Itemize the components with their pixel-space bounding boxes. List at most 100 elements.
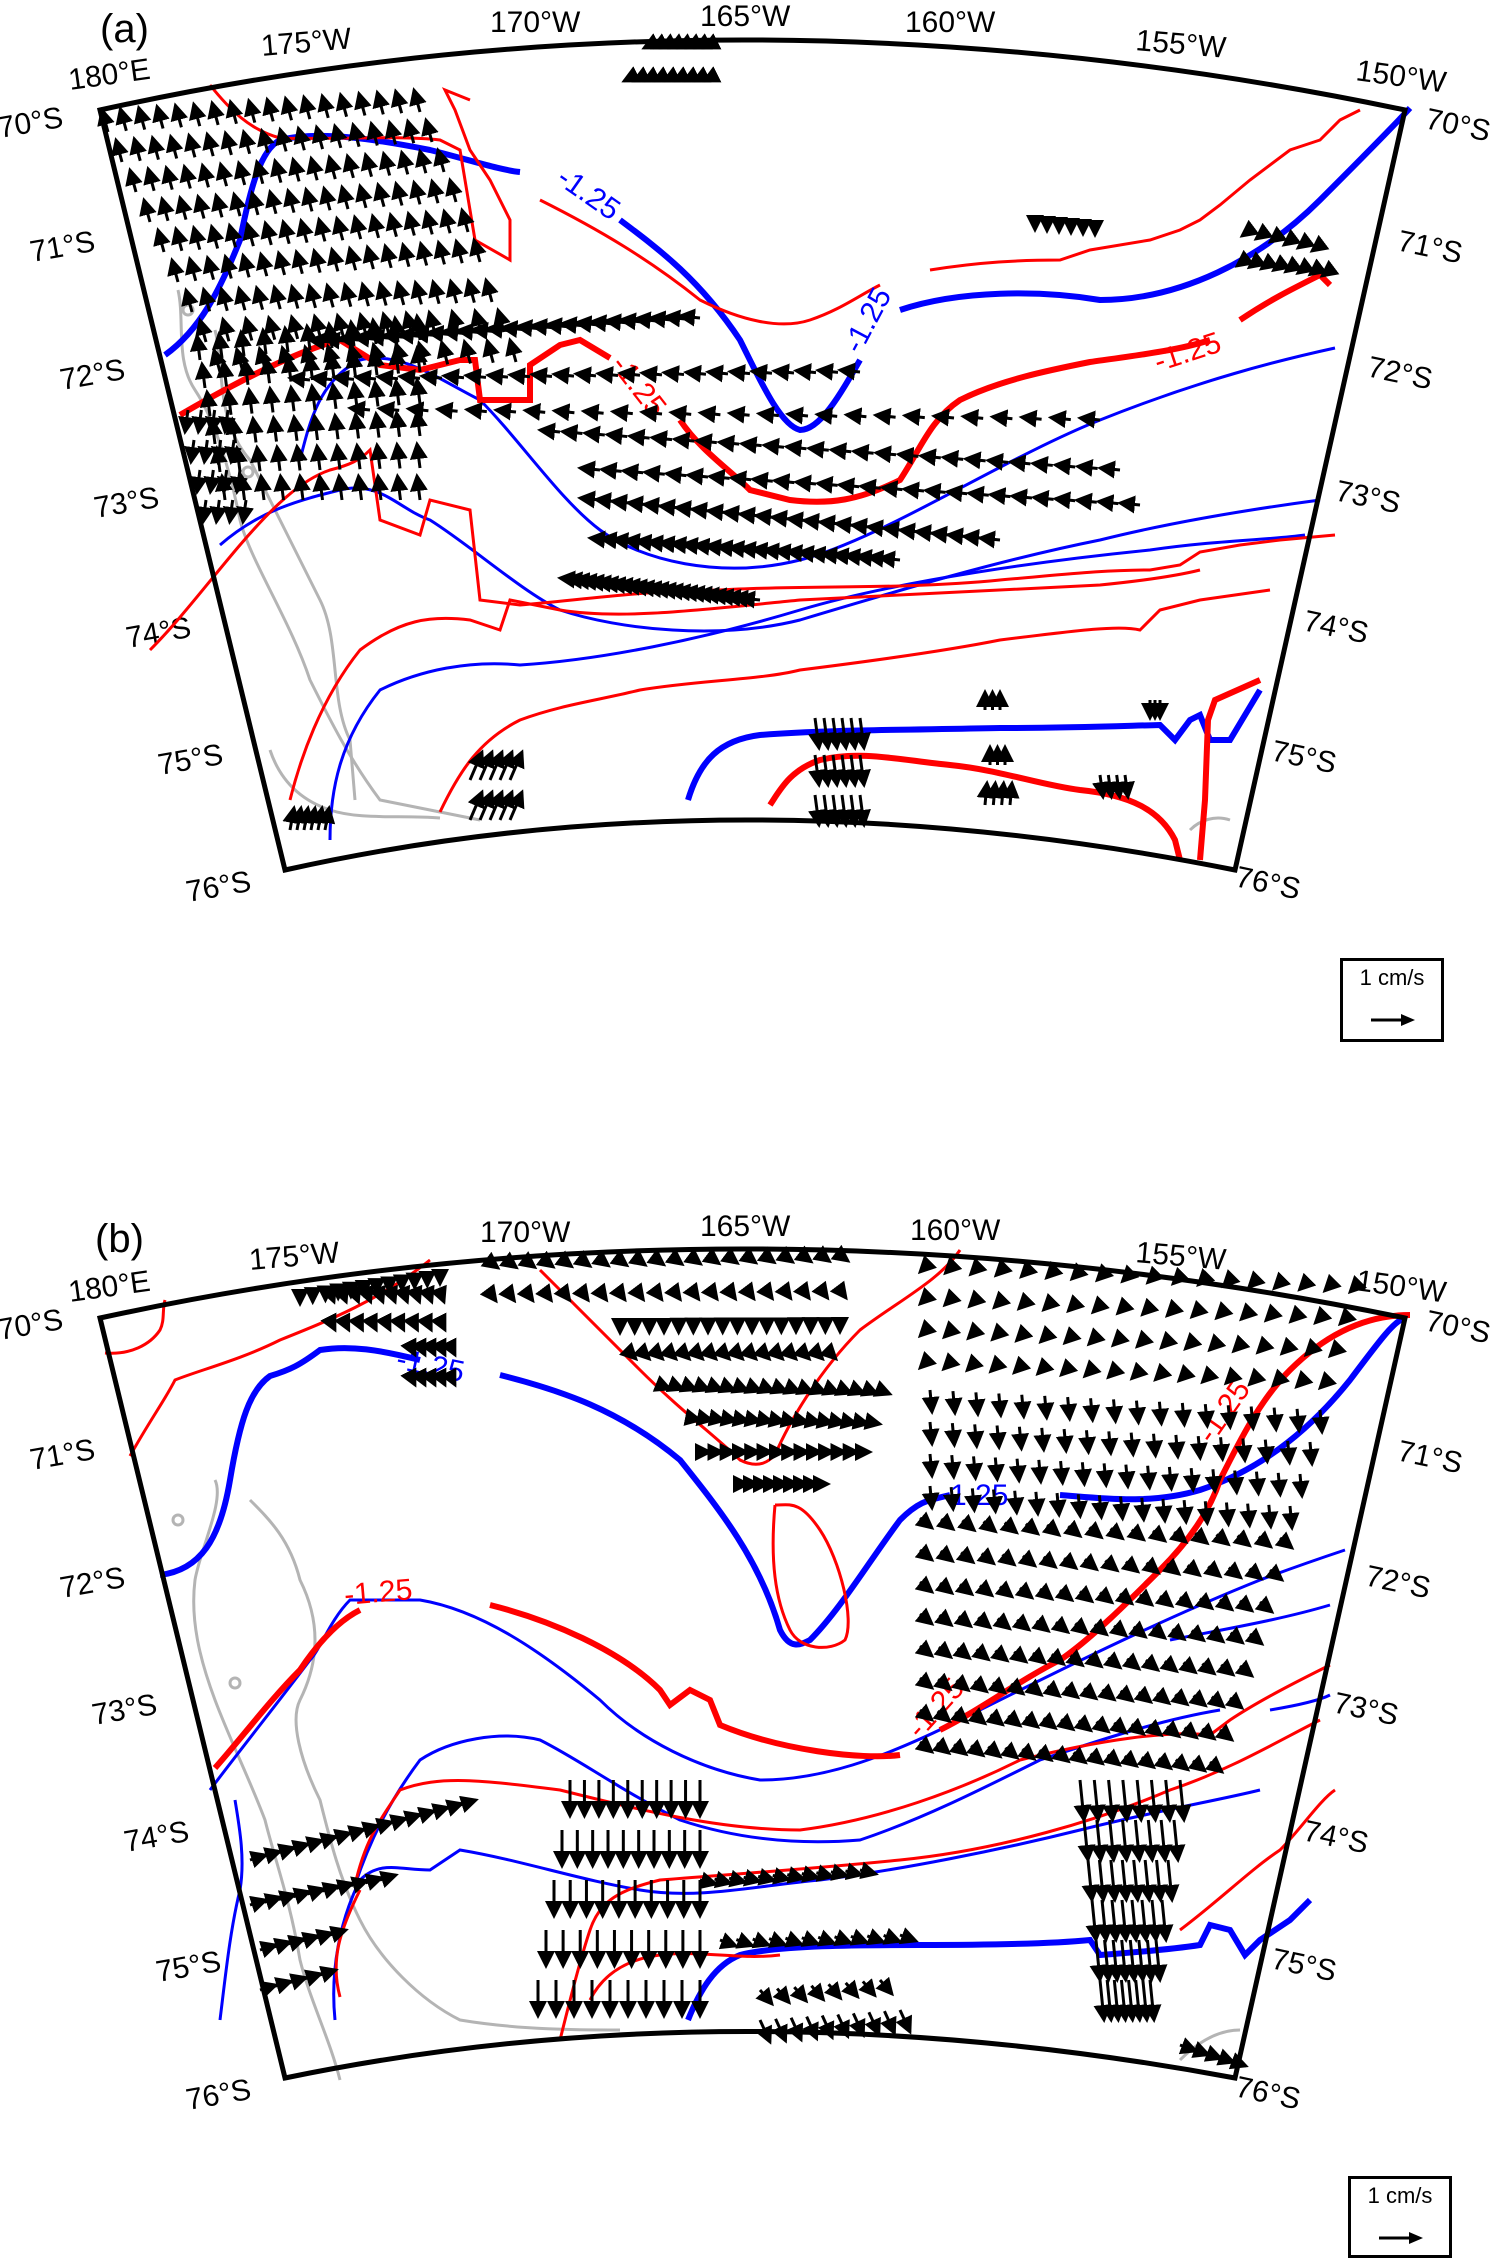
velocity-arrow: [957, 1513, 977, 1533]
velocity-arrow: [1207, 1333, 1227, 1353]
velocity-arrow: [398, 241, 416, 268]
velocity-arrow: [1279, 1336, 1299, 1356]
velocity-arrow: [701, 66, 722, 83]
velocity-arrow: [320, 1312, 337, 1333]
velocity-arrow: [785, 406, 809, 425]
coastline: [171, 1479, 1241, 2081]
lon-label: 150°W: [1354, 1264, 1449, 1309]
velocity-arrow: [719, 1409, 739, 1427]
velocity-arrow: [917, 1319, 937, 1339]
velocity-arrow: [1058, 1551, 1079, 1571]
velocity-arrow: [1295, 256, 1316, 275]
velocity-arrow: [1093, 1979, 1112, 2023]
velocity-arrow: [1116, 1779, 1135, 1823]
velocity-arrow: [375, 1312, 392, 1333]
velocity-arrow: [826, 717, 844, 751]
velocity-arrow: [430, 1284, 447, 1305]
velocity-arrow: [791, 1410, 811, 1429]
velocity-arrow: [218, 409, 236, 435]
velocity-arrow: [1197, 1722, 1217, 1741]
velocity-arrow: [1036, 1395, 1055, 1421]
velocity-arrow: [954, 1577, 975, 1597]
velocity-arrow: [771, 1867, 792, 1885]
velocity-arrow: [1223, 1561, 1244, 1580]
velocity-arrow: [1130, 1779, 1149, 1823]
velocity-arrow: [537, 422, 561, 441]
velocity-arrow: [1196, 1403, 1215, 1430]
velocity-arrow: [671, 431, 695, 450]
velocity-arrow: [1225, 1626, 1245, 1645]
velocity-arrow: [1123, 1939, 1142, 1983]
velocity-arrow: [1119, 1749, 1140, 1769]
velocity-arrow: [387, 315, 406, 343]
velocity-arrow: [944, 484, 968, 503]
velocity-arrow: [960, 408, 984, 427]
velocity-arrow: [463, 402, 487, 421]
velocity-arrow: [1097, 460, 1121, 479]
velocity-arrow: [668, 404, 692, 423]
velocity-arrow: [388, 378, 407, 406]
velocity-arrow: [1011, 1426, 1030, 1452]
velocity-arrow: [457, 207, 475, 233]
velocity-arrow: [620, 463, 644, 482]
velocity-arrow: [335, 91, 354, 118]
velocity-arrow: [1253, 1530, 1274, 1549]
velocity-arrow: [964, 1488, 982, 1514]
velocity-arrow: [1082, 1359, 1102, 1379]
velocity-arrow: [836, 477, 860, 496]
velocity-arrow: [1034, 1743, 1054, 1763]
velocity-arrow: [684, 33, 705, 50]
velocity-arrow: [270, 157, 288, 183]
velocity-arrow: [181, 287, 199, 313]
velocity-arrow: [233, 329, 252, 357]
velocity-arrow: [1105, 1522, 1125, 1541]
velocity-arrow: [914, 1639, 935, 1658]
velocity-arrow: [380, 242, 398, 269]
velocity-arrow: [1183, 1331, 1203, 1352]
velocity-arrow: [1084, 1520, 1104, 1540]
velocity-arrow: [966, 1321, 986, 1341]
velocity-arrow: [463, 277, 481, 303]
velocity-arrow: [728, 1869, 749, 1888]
velocity-arrow: [1013, 1394, 1032, 1420]
lat-label-left: 73°S: [89, 1688, 159, 1732]
velocity-arrow: [191, 409, 210, 435]
velocity-arrow: [332, 215, 350, 241]
velocity-arrow: [516, 1283, 535, 1304]
velocity-arrow: [355, 311, 374, 338]
velocity-arrow: [389, 441, 408, 469]
velocity-arrow: [700, 1281, 719, 1302]
velocity-arrow: [967, 1392, 986, 1418]
velocity-arrow: [651, 66, 672, 83]
velocity-arrow: [347, 1312, 364, 1333]
velocity-arrow: [480, 1251, 501, 1270]
velocity-arrow: [951, 1673, 971, 1693]
velocity-arrow: [347, 400, 371, 419]
velocity-arrow: [1051, 1744, 1071, 1764]
velocity-arrow: [317, 805, 336, 831]
velocity-arrow: [248, 1850, 269, 1869]
velocity-arrow: [1074, 459, 1098, 477]
velocity-arrow: [1279, 1440, 1298, 1466]
velocity-arrow: [301, 186, 319, 212]
velocity-arrow: [216, 469, 235, 495]
velocity-arrow: [749, 363, 773, 382]
velocity-arrow: [989, 409, 1013, 428]
velocity-arrow: [323, 351, 342, 379]
velocity-vectors: [97, 33, 1340, 831]
velocity-arrow: [1110, 1328, 1130, 1348]
velocity-arrow: [304, 282, 323, 309]
velocity-arrow: [997, 1548, 1017, 1567]
velocity-arrow: [1281, 228, 1302, 247]
velocity-arrow: [1170, 1687, 1190, 1707]
velocity-arrow: [921, 1389, 940, 1415]
velocity-arrow: [935, 1512, 956, 1532]
velocity-arrow: [850, 443, 874, 462]
velocity-arrow: [857, 478, 881, 497]
velocity-arrow: [779, 1342, 799, 1362]
velocity-arrow: [1188, 1689, 1208, 1708]
velocity-arrow: [1239, 1503, 1258, 1529]
velocity-arrow: [230, 469, 248, 495]
velocity-arrow: [1246, 1270, 1266, 1290]
velocity-arrow: [1055, 1428, 1074, 1455]
